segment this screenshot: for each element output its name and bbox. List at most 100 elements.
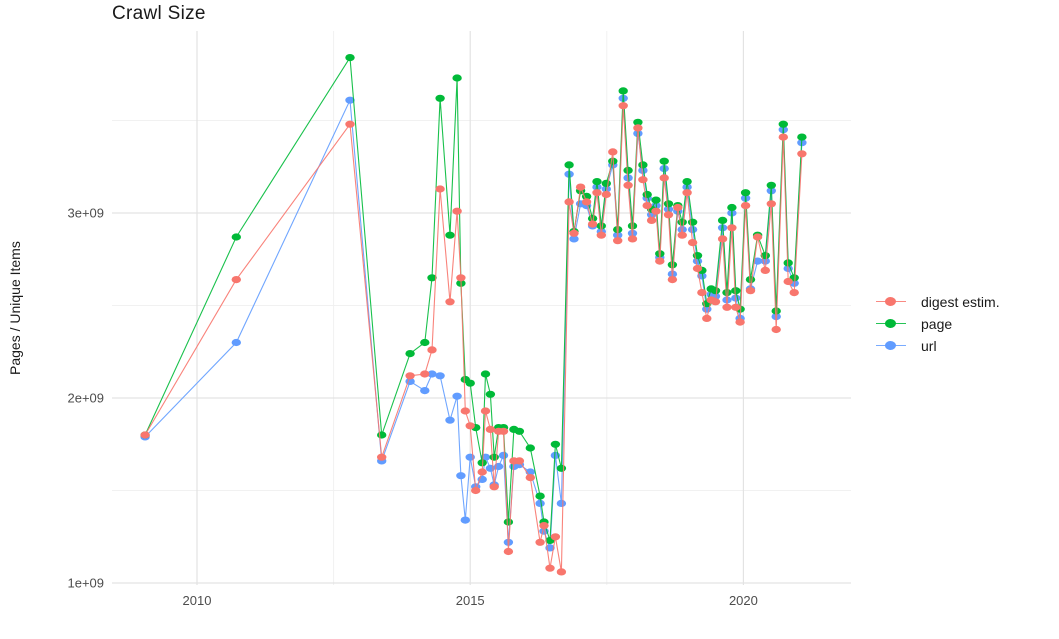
data-point-digest-estim- [535, 538, 545, 546]
data-point-digest-estim- [663, 211, 674, 219]
data-point-digest-estim- [667, 276, 678, 284]
data-point-page [797, 133, 807, 141]
data-point-digest-estim- [740, 202, 751, 210]
legend-key-dot [885, 319, 896, 328]
data-point-digest-estim- [717, 235, 728, 243]
data-point-digest-estim- [498, 427, 509, 435]
data-point-digest-estim- [581, 198, 592, 206]
data-point-digest-estim- [575, 183, 586, 191]
data-point-digest-estim- [545, 564, 555, 572]
data-point-page [663, 200, 674, 208]
x-tick-label: 2015 [456, 593, 485, 608]
data-point-url [445, 416, 455, 424]
data-point-digest-estim- [405, 372, 415, 380]
data-point-digest-estim- [465, 422, 475, 430]
data-point-page [710, 287, 721, 295]
x-tick-label: 2010 [183, 593, 212, 608]
data-point-page [435, 94, 445, 102]
data-point-digest-estim- [702, 314, 712, 322]
data-point-url [420, 387, 430, 395]
data-point-page [778, 120, 788, 128]
data-point-page [489, 453, 499, 461]
data-point-page [638, 161, 648, 169]
data-point-digest-estim- [456, 274, 466, 282]
data-point-digest-estim- [596, 231, 606, 239]
data-point-digest-estim- [377, 453, 387, 461]
data-point-digest-estim- [525, 474, 535, 482]
data-point-url [345, 96, 355, 104]
data-point-page [420, 338, 430, 347]
data-point-digest-estim- [735, 318, 745, 326]
data-point-digest-estim- [503, 547, 514, 556]
data-point-digest-estim- [435, 185, 445, 193]
data-point-page [618, 87, 628, 95]
data-point-page [687, 218, 698, 226]
data-point-digest-estim- [477, 468, 487, 476]
data-point-url [677, 226, 687, 234]
chart-title: Crawl Size [112, 3, 206, 24]
data-point-digest-estim- [592, 189, 602, 197]
data-point-page [766, 181, 776, 189]
data-point-digest-estim- [651, 207, 661, 215]
series-line-digest-estim- [144, 105, 803, 572]
data-point-url [687, 226, 698, 234]
data-point-digest-estim- [682, 189, 692, 197]
data-point-digest-estim- [659, 174, 669, 182]
data-point-page [745, 276, 756, 284]
data-point-digest-estim- [673, 203, 683, 212]
data-point-url [556, 499, 567, 507]
data-point-page [514, 427, 525, 435]
data-point-digest-estim- [638, 176, 648, 184]
data-point-digest-estim- [745, 287, 756, 295]
data-point-digest-estim- [642, 202, 652, 210]
data-point-digest-estim- [692, 264, 703, 273]
data-point-digest-estim- [445, 298, 455, 306]
data-point-page [633, 118, 643, 126]
data-point-page [722, 289, 732, 297]
data-point-digest-estim- [514, 457, 525, 465]
data-point-digest-estim- [489, 483, 499, 491]
data-point-page [717, 216, 728, 224]
data-point-digest-estim- [601, 190, 611, 199]
x-tick-label: 2020 [729, 593, 758, 608]
data-point-digest-estim- [760, 266, 770, 274]
data-point-page [596, 222, 606, 230]
legend-label: url [921, 337, 937, 354]
data-point-page [783, 259, 793, 267]
data-point-url [456, 472, 466, 480]
data-point-page [485, 390, 496, 398]
data-point-page [667, 261, 678, 269]
data-point-page [503, 518, 514, 526]
data-point-page [345, 54, 355, 62]
y-tick-label: 1e+09 [67, 576, 104, 591]
data-point-digest-estim- [633, 124, 643, 132]
data-point-digest-estim- [471, 486, 481, 495]
y-axis-title: Pages / Unique Items [7, 241, 23, 375]
data-point-digest-estim- [587, 220, 598, 228]
data-point-page [659, 157, 669, 165]
data-point-digest-estim- [727, 224, 737, 232]
data-point-digest-estim- [710, 298, 721, 306]
data-point-page [651, 196, 661, 204]
data-point-digest-estim- [452, 207, 462, 215]
data-point-url [682, 183, 692, 191]
data-point-digest-estim- [687, 239, 698, 247]
legend-key-dot [885, 341, 896, 350]
data-point-url [638, 166, 648, 174]
data-point-digest-estim- [480, 407, 491, 415]
data-point-url [601, 185, 611, 193]
y-tick-label: 2e+09 [67, 391, 104, 406]
data-point-page [601, 179, 611, 187]
data-point-digest-estim- [564, 198, 574, 206]
data-point-page [642, 190, 652, 199]
data-point-digest-estim- [783, 277, 793, 286]
data-point-digest-estim- [766, 200, 776, 208]
y-tick-label: 3e+09 [67, 206, 104, 221]
data-point-url [498, 451, 509, 459]
data-point-digest-estim- [427, 346, 437, 354]
legend-item-url: url [876, 337, 1000, 354]
data-point-digest-estim- [345, 120, 355, 128]
data-point-page [405, 350, 415, 358]
data-point-page [465, 379, 475, 387]
data-point-page [627, 222, 638, 230]
